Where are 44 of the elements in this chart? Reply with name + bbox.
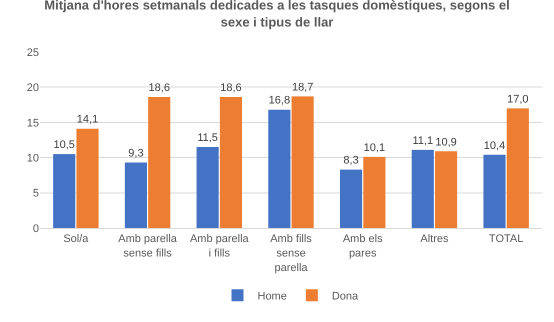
- y-tick-label: 15: [26, 117, 39, 130]
- x-tick-label: Amb fills sense parella: [270, 233, 312, 274]
- y-tick-label: 5: [32, 188, 39, 200]
- data-label: 11,1: [412, 134, 434, 147]
- data-label: 11,5: [197, 132, 218, 144]
- x-tick-label: Amb parella i fills: [190, 233, 250, 260]
- y-tick-label: 0: [32, 222, 39, 235]
- bar: [148, 97, 170, 228]
- data-label: 18,6: [148, 82, 170, 94]
- data-label: 18,7: [292, 81, 314, 94]
- bar: [292, 96, 314, 228]
- legend-label: Dona: [332, 290, 360, 303]
- data-label: 16,8: [268, 94, 290, 107]
- x-tick-label: Amb parella sense fills: [118, 233, 178, 260]
- bar: [363, 156, 386, 228]
- bar: [124, 162, 147, 228]
- data-label: 8,3: [343, 154, 359, 167]
- bar: [220, 97, 242, 228]
- x-tick-label: Sol/a: [63, 233, 90, 246]
- chart-title: Mitjana d'hores setmanals dedicades a les tasques domèstiques, segons el sexe i tipus de llar: [44, 0, 510, 30]
- y-tick-label: 25: [26, 46, 39, 59]
- data-label: 14,1: [76, 114, 98, 126]
- bar: [268, 110, 290, 228]
- data-label: 10,4: [484, 140, 506, 152]
- bar: [196, 147, 219, 228]
- bar: [53, 154, 76, 228]
- bar: [412, 150, 434, 228]
- data-label: 10,9: [435, 136, 457, 148]
- bar: [76, 128, 99, 228]
- data-label: 9,3: [128, 148, 144, 160]
- x-tick-label: TOTAL: [488, 233, 524, 246]
- bar: [483, 154, 506, 228]
- bar: [435, 151, 458, 228]
- y-tick-label: 20: [26, 82, 39, 94]
- bar: [340, 170, 362, 228]
- data-label: 18,6: [220, 82, 242, 94]
- y-tick-label: 10: [26, 152, 39, 164]
- data-label: 17,0: [507, 93, 529, 106]
- data-label: 10,1: [364, 142, 386, 154]
- data-label: 10,5: [53, 139, 75, 152]
- x-tick-label: Amb els pares: [342, 233, 384, 260]
- x-tick-label: Altres: [420, 233, 449, 246]
- legend-label: Home: [258, 290, 287, 303]
- bar: [506, 108, 529, 228]
